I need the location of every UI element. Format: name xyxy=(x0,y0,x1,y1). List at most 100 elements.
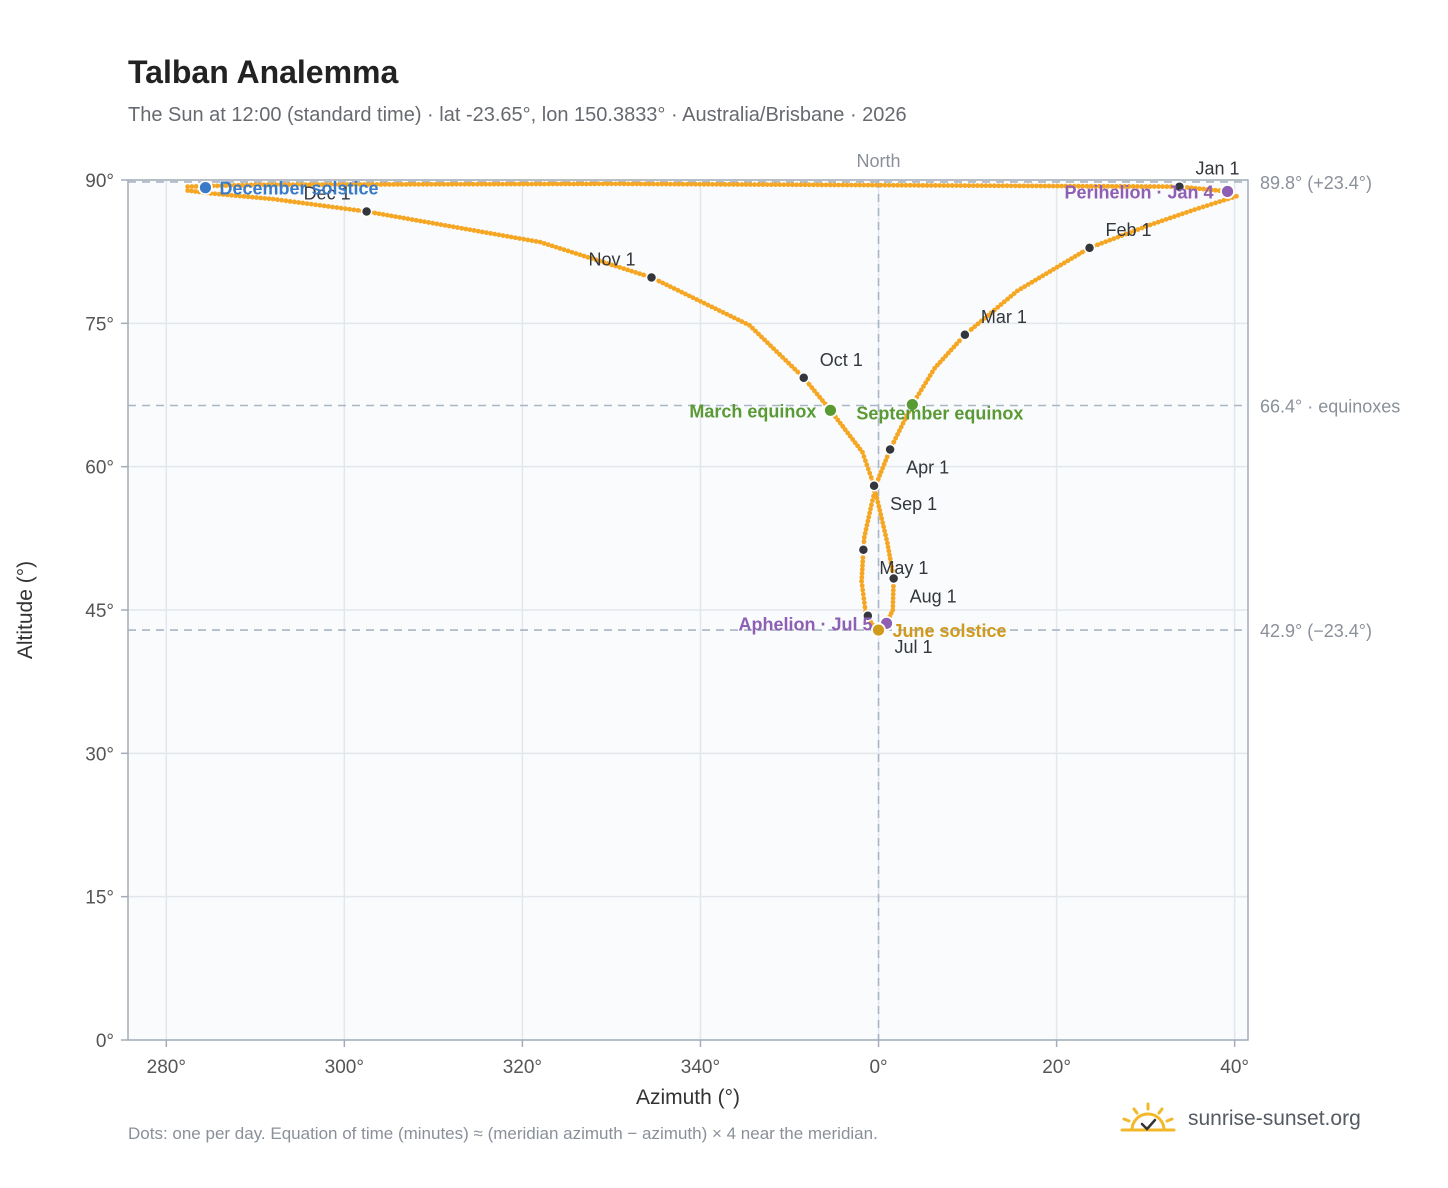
y-tick-label: 60° xyxy=(85,458,114,479)
daily-sun-dot xyxy=(958,183,964,188)
daily-sun-dot xyxy=(798,182,804,188)
daily-sun-dot xyxy=(948,347,954,353)
daily-sun-dot xyxy=(925,376,931,382)
daily-sun-dot xyxy=(434,221,440,227)
daily-sun-dot xyxy=(1160,184,1166,190)
daily-sun-dot xyxy=(258,195,264,201)
daily-sun-dot xyxy=(393,214,398,220)
daily-sun-dot xyxy=(1004,183,1010,189)
daily-sun-dot xyxy=(860,559,866,565)
daily-sun-dot xyxy=(882,528,887,534)
daily-sun-dot xyxy=(814,391,820,397)
daily-sun-dot xyxy=(861,454,867,459)
daily-sun-dot xyxy=(1050,183,1056,189)
daily-sun-dot xyxy=(471,228,477,233)
daily-sun-dot xyxy=(812,388,817,394)
daily-sun-dot xyxy=(878,512,884,517)
daily-sun-dot xyxy=(237,193,243,199)
daily-sun-dot xyxy=(479,229,485,235)
month-marker-dot xyxy=(645,271,658,284)
daily-sun-dot xyxy=(328,182,334,187)
daily-sun-dot xyxy=(382,182,388,187)
daily-sun-dot xyxy=(786,360,792,366)
daily-sun-dot xyxy=(321,203,327,209)
daily-sun-dot xyxy=(1168,184,1174,190)
daily-sun-dot xyxy=(878,182,884,188)
daily-sun-dot xyxy=(637,271,642,277)
daily-sun-dot xyxy=(916,391,922,397)
daily-sun-dot xyxy=(992,307,997,313)
daily-sun-dot xyxy=(629,268,635,274)
daily-sun-dot xyxy=(561,247,567,253)
daily-sun-dot xyxy=(752,182,757,187)
daily-sun-dot xyxy=(319,182,325,187)
daily-sun-dot xyxy=(474,181,480,187)
daily-sun-dot xyxy=(853,182,858,188)
daily-sun-dot xyxy=(951,344,957,350)
daily-sun-dot xyxy=(500,181,505,187)
daily-sun-dot xyxy=(802,182,808,188)
event-marker-dot xyxy=(198,180,213,196)
daily-sun-dot xyxy=(286,182,292,188)
daily-sun-dot xyxy=(655,181,661,187)
daily-sun-dot xyxy=(929,369,935,375)
daily-sun-dot xyxy=(1109,183,1115,189)
daily-sun-dot xyxy=(1059,183,1065,189)
daily-sun-dot xyxy=(684,181,690,187)
daily-sun-dot xyxy=(376,211,382,217)
daily-sun-dot xyxy=(954,341,960,347)
x-axis-label: Azimuth (°) xyxy=(636,1086,740,1109)
daily-sun-dot xyxy=(395,181,401,187)
daily-sun-dot xyxy=(887,556,893,562)
daily-sun-dot xyxy=(641,272,646,278)
daily-sun-dot xyxy=(274,197,280,203)
brand-name[interactable]: sunrise-sunset.org xyxy=(1188,1107,1361,1130)
daily-sun-dot xyxy=(861,534,867,540)
daily-sun-dot xyxy=(1192,207,1197,213)
daily-sun-dot xyxy=(1076,251,1082,257)
daily-sun-dot xyxy=(911,182,917,188)
daily-sun-dot xyxy=(483,181,489,187)
x-tick-label: 340° xyxy=(681,1057,720,1078)
daily-sun-dot xyxy=(881,524,887,530)
daily-sun-dot xyxy=(773,182,778,188)
daily-sun-dot xyxy=(651,181,656,187)
daily-sun-dot xyxy=(458,181,464,187)
daily-sun-dot xyxy=(227,183,233,188)
month-marker-label: Sep 1 xyxy=(890,494,937,514)
north-label: North xyxy=(857,151,901,171)
brand[interactable]: sunrise-sunset.org xyxy=(1120,1102,1361,1136)
daily-sun-dot xyxy=(1038,183,1043,189)
daily-sun-dot xyxy=(1143,184,1149,189)
daily-sun-dot xyxy=(962,183,968,189)
daily-sun-dot xyxy=(604,181,610,187)
daily-sun-dot xyxy=(987,183,993,189)
daily-sun-dot xyxy=(512,181,518,187)
daily-sun-dot xyxy=(475,228,481,234)
daily-sun-dot xyxy=(261,182,267,188)
daily-sun-dot xyxy=(399,181,405,187)
daily-sun-dot xyxy=(945,183,951,188)
daily-sun-dot xyxy=(491,181,497,187)
daily-sun-dot xyxy=(609,262,615,268)
daily-sun-dot xyxy=(1127,230,1133,235)
daily-sun-dot xyxy=(1015,288,1020,294)
daily-sun-dot xyxy=(541,240,547,246)
daily-sun-dot xyxy=(713,306,718,312)
daily-sun-dot xyxy=(1033,183,1039,189)
daily-sun-dot xyxy=(765,340,770,346)
daily-sun-dot xyxy=(1123,231,1129,237)
daily-sun-dot xyxy=(827,182,833,188)
daily-sun-dot xyxy=(806,381,812,387)
daily-sun-dot xyxy=(1234,193,1239,199)
daily-sun-dot xyxy=(229,192,234,198)
daily-sun-dot xyxy=(613,263,619,269)
daily-sun-dot xyxy=(694,297,700,302)
daily-sun-dot xyxy=(1122,184,1128,189)
daily-sun-dot xyxy=(1189,185,1194,191)
daily-sun-dot xyxy=(1084,183,1090,189)
daily-sun-dot xyxy=(324,182,329,187)
month-marker-label: Jan 1 xyxy=(1195,159,1239,179)
daily-sun-dot xyxy=(349,182,355,187)
daily-sun-dot xyxy=(860,587,866,593)
